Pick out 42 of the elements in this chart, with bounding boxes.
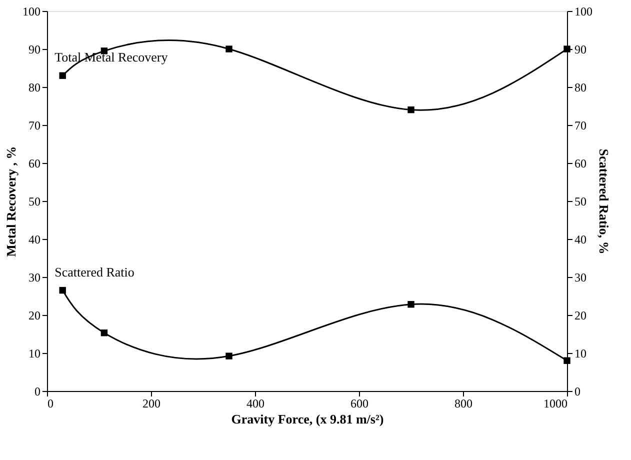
point (564, 46, 570, 52)
x-tick-label: 800 (454, 396, 472, 410)
y2-tick-label: 50 (574, 194, 586, 208)
x-tick-label: 0 (48, 396, 54, 410)
y-axis-title: Metal Recovery , % (4, 146, 18, 257)
y-tick-label: 20 (28, 308, 40, 322)
y2-tick-label: 60 (574, 156, 586, 170)
y-tick-label: 0 (34, 384, 40, 398)
y2-tick-label: 10 (574, 346, 586, 360)
y-tick-label: 50 (28, 194, 40, 208)
series-label: Total Metal Recovery (54, 50, 168, 65)
x-axis-title: Gravity Force, (x 9.81 m/s²) (231, 412, 384, 426)
point (226, 352, 232, 360)
y2-tick-label: 0 (574, 384, 580, 398)
y2-tick-label: 100 (574, 4, 592, 18)
y-tick-label: 30 (28, 270, 40, 284)
point (100, 330, 108, 336)
y2-tick-label: 30 (574, 270, 586, 284)
x-tick-label: 600 (350, 396, 368, 410)
x-tick-label: 400 (246, 396, 264, 410)
y2-axis-title: Scattered Ratio, % (596, 148, 612, 254)
y2-tick-label: 20 (574, 308, 586, 322)
point (408, 106, 414, 114)
point (408, 301, 414, 308)
point (59, 72, 66, 79)
point (59, 286, 66, 294)
x-tick-label: 200 (142, 396, 160, 410)
x-tick-label: 1000 (544, 396, 568, 410)
y-tick-label: 90 (28, 42, 40, 56)
point (226, 46, 232, 52)
y-tick-label: 60 (28, 156, 40, 170)
y2-tick-label: 40 (574, 232, 586, 246)
y-tick-label: 40 (28, 232, 40, 246)
y-tick-label: 100 (22, 4, 40, 18)
y2-tick-label: 90 (574, 42, 586, 56)
y-tick-label: 10 (28, 346, 40, 360)
point (564, 357, 570, 364)
y-tick-label: 70 (28, 118, 40, 132)
y2-tick-label: 80 (574, 80, 586, 94)
y2-tick-label: 70 (574, 118, 586, 132)
y-tick-label: 80 (28, 80, 40, 94)
series-label: Scattered Ratio (54, 264, 134, 280)
